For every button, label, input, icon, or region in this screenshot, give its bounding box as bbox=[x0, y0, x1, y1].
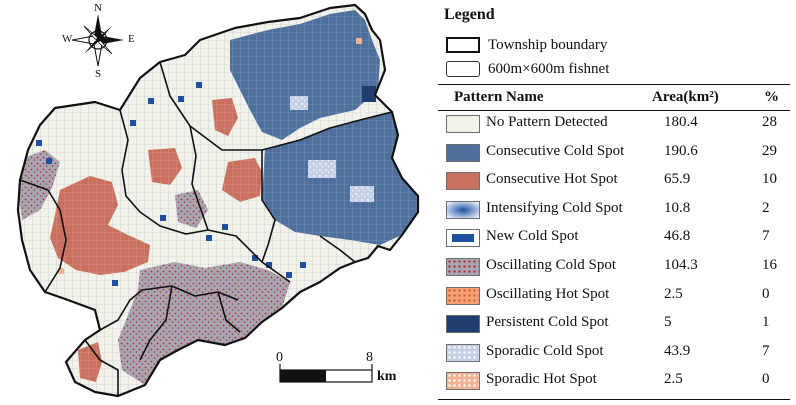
legend-bottom-rule bbox=[438, 399, 790, 400]
zone-consecutive-cold-north bbox=[230, 10, 380, 140]
pattern-name: Intensifying Cold Spot bbox=[486, 199, 623, 216]
zone-oscillating-cold-west bbox=[18, 150, 60, 220]
pattern-area: 10.8 bbox=[664, 199, 691, 216]
pattern-percent: 0 bbox=[762, 285, 770, 302]
swatch-consecutive-cold bbox=[446, 143, 480, 162]
pattern-area: 46.8 bbox=[664, 228, 691, 245]
zone-sporadic-cold-3 bbox=[290, 96, 308, 110]
compass-west: W bbox=[62, 33, 73, 45]
legend-top-rule bbox=[438, 84, 790, 85]
swatch-new-cold bbox=[446, 229, 480, 248]
pattern-percent: 7 bbox=[762, 228, 770, 245]
pattern-percent: 7 bbox=[762, 342, 770, 359]
swatch-oscillating-cold bbox=[446, 258, 480, 276]
pattern-percent: 0 bbox=[762, 371, 770, 388]
zone-persistent-cold bbox=[362, 86, 376, 102]
pattern-percent: 28 bbox=[762, 114, 777, 130]
header-area: Area(km²) bbox=[652, 89, 719, 105]
zone-consecutive-hot-mid bbox=[148, 148, 182, 185]
legend-row-persistent-cold: Persistent Cold Spot 5 1 bbox=[438, 312, 790, 336]
pattern-percent: 10 bbox=[762, 171, 777, 188]
legend-row-oscillating-cold: Oscillating Cold Spot 104.3 16 bbox=[438, 255, 790, 279]
compass-south: S bbox=[95, 68, 102, 80]
pattern-percent: 1 bbox=[762, 314, 770, 331]
sporadic-hot-cells bbox=[58, 38, 362, 274]
zone-consecutive-hot-center bbox=[222, 158, 262, 202]
pattern-name: Sporadic Cold Spot bbox=[486, 342, 604, 359]
legend-row-intensifying-cold: Intensifying Cold Spot 10.8 2 bbox=[438, 198, 790, 222]
compass-rose bbox=[71, 14, 124, 67]
header-percent: % bbox=[764, 89, 779, 105]
legend-row-consecutive-hot: Consecutive Hot Spot 65.9 10 bbox=[438, 169, 790, 193]
swatch-persistent-cold bbox=[446, 315, 480, 334]
pattern-name: Consecutive Hot Spot bbox=[486, 171, 618, 188]
zone-oscillating-cold-center bbox=[175, 190, 208, 228]
township-boundaries bbox=[16, 3, 420, 398]
pattern-name: Sporadic Hot Spot bbox=[486, 371, 597, 388]
pattern-area: 65.9 bbox=[664, 171, 691, 188]
legend-row-oscillating-hot: Oscillating Hot Spot 2.5 0 bbox=[438, 284, 790, 308]
pattern-area: 190.6 bbox=[664, 142, 698, 159]
legend-row-no-pattern: No Pattern Detected 180.4 28 bbox=[438, 112, 790, 136]
pattern-area: 2.5 bbox=[664, 371, 683, 388]
zone-oscillating-cold-south bbox=[118, 262, 290, 385]
scale-start-label: 0 bbox=[276, 350, 283, 365]
pattern-name: Persistent Cold Spot bbox=[486, 314, 609, 331]
swatch-intensifying-cold bbox=[446, 200, 480, 219]
zone-consecutive-hot-west bbox=[50, 176, 150, 275]
pattern-name: Oscillating Cold Spot bbox=[486, 257, 617, 273]
zone-consecutive-hot-south bbox=[78, 342, 102, 382]
scale-unit: km bbox=[377, 369, 397, 384]
scale-bar bbox=[279, 364, 373, 383]
pattern-area: 104.3 bbox=[664, 257, 698, 273]
legend-header-rule bbox=[438, 110, 790, 111]
header-pattern-name: Pattern Name bbox=[454, 89, 544, 105]
township-boundary-swatch bbox=[446, 37, 480, 53]
pattern-area: 5 bbox=[664, 314, 672, 331]
legend: Legend Township boundary 600m×600m fishn… bbox=[438, 0, 794, 405]
pattern-area: 2.5 bbox=[664, 285, 683, 302]
legend-row-consecutive-cold: Consecutive Cold Spot 190.6 29 bbox=[438, 141, 790, 165]
legend-title: Legend bbox=[444, 6, 495, 23]
scale-end-label: 8 bbox=[366, 350, 373, 365]
fishnet-swatch bbox=[446, 61, 480, 77]
legend-row-new-cold: New Cold Spot 46.8 7 bbox=[438, 226, 790, 250]
zone-sporadic-cold-2 bbox=[350, 186, 374, 202]
new-cold-cells bbox=[36, 82, 306, 286]
swatch-sporadic-hot bbox=[446, 372, 480, 391]
swatch-oscillating-hot bbox=[446, 286, 480, 305]
pattern-percent: 29 bbox=[762, 142, 777, 159]
pattern-name: Consecutive Cold Spot bbox=[486, 142, 625, 159]
swatch-sporadic-cold bbox=[446, 343, 480, 362]
pattern-name: No Pattern Detected bbox=[486, 114, 608, 130]
fishnet-label: 600m×600m fishnet bbox=[488, 60, 610, 77]
pattern-zones bbox=[18, 10, 418, 385]
legend-row-sporadic-hot: Sporadic Hot Spot 2.5 0 bbox=[438, 369, 790, 393]
pattern-area: 43.9 bbox=[664, 342, 691, 359]
legend-fishnet: 600m×600m fishnet bbox=[446, 58, 609, 80]
legend-row-sporadic-cold: Sporadic Cold Spot 43.9 7 bbox=[438, 341, 790, 365]
zone-sporadic-cold-1 bbox=[308, 160, 336, 178]
pattern-name: New Cold Spot bbox=[486, 228, 579, 245]
pattern-percent: 16 bbox=[762, 257, 777, 273]
swatch-no-pattern bbox=[446, 115, 480, 133]
compass-north: N bbox=[94, 2, 102, 14]
pattern-area: 180.4 bbox=[664, 114, 698, 130]
pattern-name: Oscillating Hot Spot bbox=[486, 285, 610, 302]
zone-consecutive-hot-north bbox=[212, 98, 238, 136]
pattern-percent: 2 bbox=[762, 199, 770, 216]
compass-east: E bbox=[128, 33, 135, 45]
legend-township-boundary: Township boundary bbox=[446, 34, 607, 56]
zone-consecutive-cold-east bbox=[262, 112, 418, 245]
map-canvas bbox=[16, 3, 420, 398]
swatch-consecutive-hot bbox=[446, 172, 480, 191]
map-panel: N S E W 0 8 km bbox=[16, 2, 420, 398]
township-boundary-label: Township boundary bbox=[488, 36, 608, 53]
